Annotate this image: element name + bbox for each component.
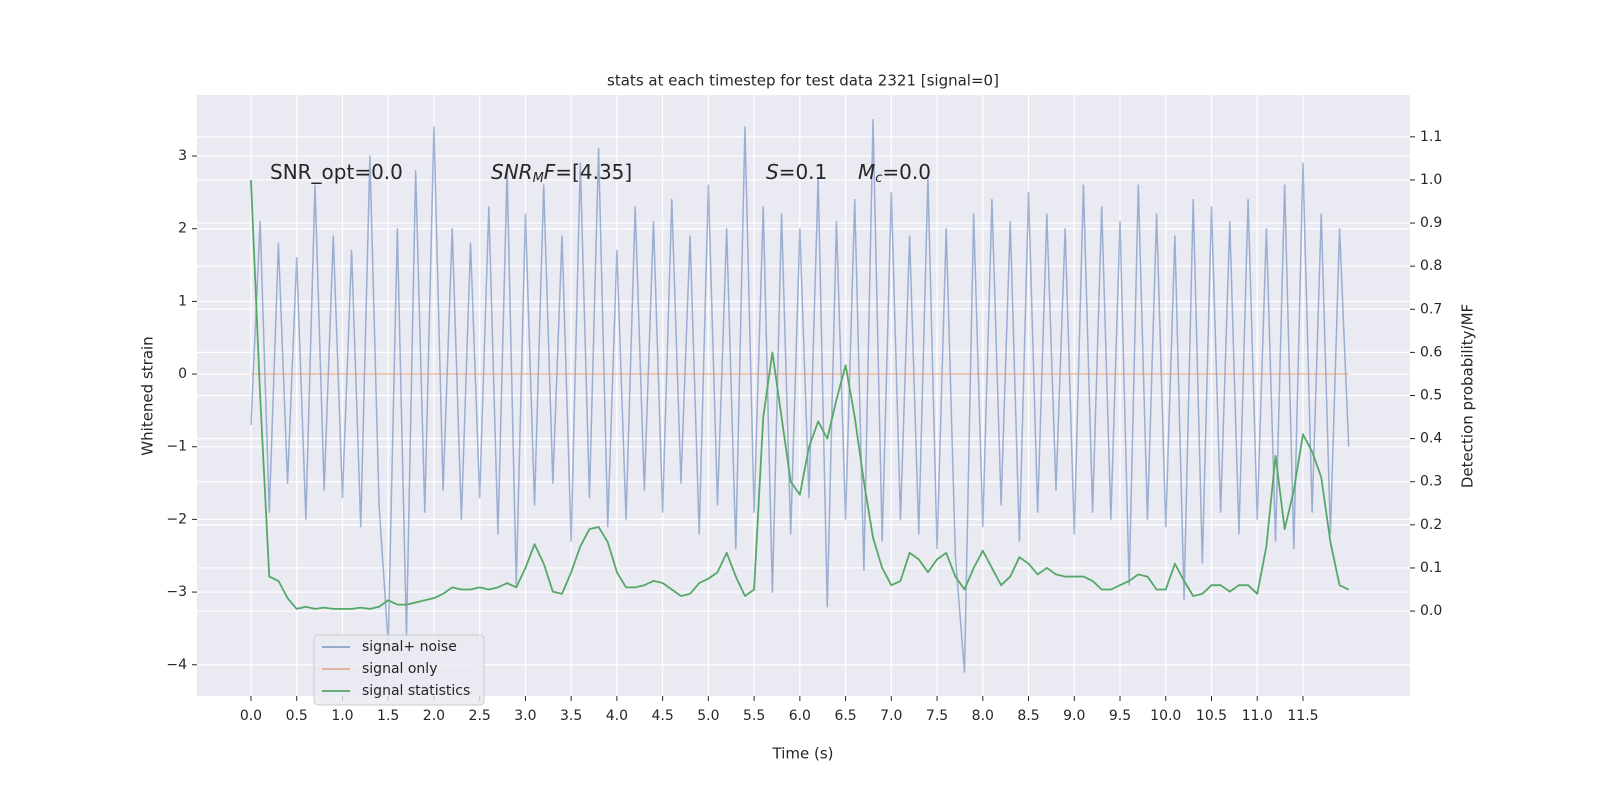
annotation: Mc=0.0 [858, 160, 931, 186]
annotation-part: =[4.35] [555, 160, 632, 184]
x-tick-label: 10.0 [1150, 708, 1181, 724]
x-tick-label: 3.5 [560, 708, 582, 724]
y2-tick-label: 0.1 [1420, 560, 1442, 576]
y-tick-label: 1 [178, 293, 187, 309]
annotation: SNR_opt=0.0 [270, 160, 403, 184]
grid [197, 95, 1410, 696]
x-tick-label: 9.0 [1063, 708, 1085, 724]
x-tick-label: 2.5 [469, 708, 491, 724]
annotation-part: c [875, 171, 882, 186]
y-tick-label: −4 [166, 657, 187, 673]
x-tick-label: 4.5 [651, 708, 673, 724]
y-tick-label: −3 [166, 584, 187, 600]
y2-tick-label: 0.4 [1420, 431, 1442, 447]
legend-box [313, 634, 485, 706]
annotation: S=0.1 [766, 160, 827, 184]
x-tick-label: 4.0 [606, 708, 628, 724]
annotation-part: M [533, 171, 544, 186]
y2-tick-label: 0.5 [1420, 388, 1442, 404]
legend-label: signal statistics [362, 683, 470, 699]
x-tick-label: 6.0 [789, 708, 811, 724]
y2-tick-label: 0.2 [1420, 517, 1442, 533]
annotation-part: F [544, 160, 556, 184]
x-tick-label: 7.0 [880, 708, 902, 724]
y2-axis-label: Detection probability/MF [1459, 304, 1477, 488]
x-tick-label: 0.5 [286, 708, 308, 724]
annotation-part: =0.1 [779, 160, 828, 184]
y2-tick-label: 0.3 [1420, 474, 1442, 490]
x-tick-label: 7.5 [926, 708, 948, 724]
x-tick-label: 11.5 [1287, 708, 1318, 724]
x-tick-label: 5.0 [697, 708, 719, 724]
x-tick-label: 9.5 [1109, 708, 1131, 724]
legend-label: signal+ noise [362, 639, 457, 655]
series-line [250, 179, 1350, 610]
annotation-part: SNR [491, 160, 533, 184]
annotation-part: =0.0 [882, 160, 931, 184]
x-tick-label: 0.0 [240, 708, 262, 724]
annotation-part: SNR_opt=0.0 [270, 160, 403, 184]
y2-tick-label: 1.1 [1420, 129, 1442, 145]
annotation-part: S [766, 160, 779, 184]
y-tick-label: 3 [178, 148, 187, 164]
legend-label: signal only [362, 661, 437, 677]
y2-tick-label: 0.0 [1420, 603, 1442, 619]
y-tick-label: −2 [166, 511, 187, 527]
x-tick-label: 8.5 [1017, 708, 1039, 724]
x-tick-label: 1.5 [377, 708, 399, 724]
y-tick-label: 2 [178, 221, 187, 237]
x-tick-label: 10.5 [1196, 708, 1227, 724]
y2-tick-label: 0.9 [1420, 215, 1442, 231]
x-tick-label: 2.0 [423, 708, 445, 724]
annotation-part: M [858, 160, 875, 184]
x-tick-label: 11.0 [1242, 708, 1273, 724]
x-axis-label: Time (s) [772, 745, 834, 763]
x-tick-label: 1.0 [331, 708, 353, 724]
y2-tick-label: 0.6 [1420, 344, 1442, 360]
y2-tick-label: 0.8 [1420, 258, 1442, 274]
y2-tick-label: 0.7 [1420, 301, 1442, 317]
annotation: SNRMF=[4.35] [491, 160, 632, 186]
chart-title: stats at each timestep for test data 232… [607, 72, 999, 90]
y-tick-label: 0 [178, 366, 187, 382]
y2-tick-label: 1.0 [1420, 172, 1442, 188]
x-tick-label: 8.0 [972, 708, 994, 724]
series-line [250, 118, 1350, 673]
x-tick-label: 3.0 [514, 708, 536, 724]
y-tick-label: −1 [166, 439, 187, 455]
y-axis-label: Whitened strain [139, 336, 157, 455]
x-tick-label: 5.5 [743, 708, 765, 724]
x-tick-label: 6.5 [834, 708, 856, 724]
